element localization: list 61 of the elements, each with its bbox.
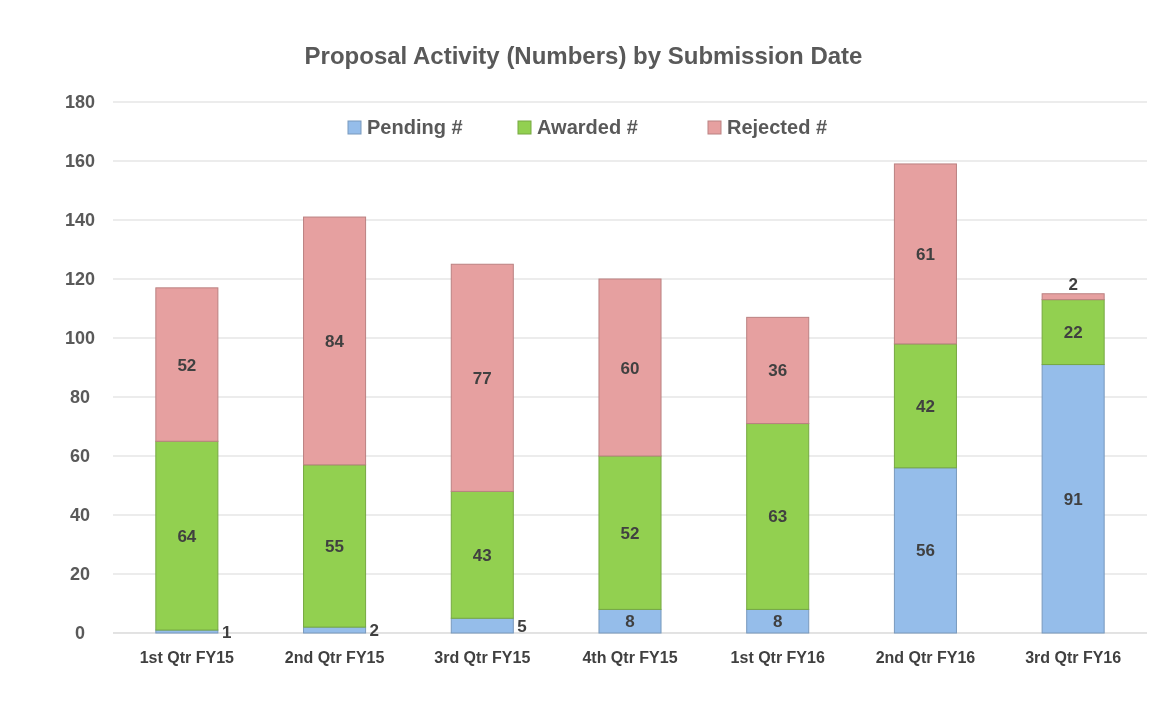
y-tick-label: 80 bbox=[69, 387, 91, 407]
y-tick-label: 140 bbox=[64, 210, 96, 230]
data-label: 2 bbox=[1068, 274, 1078, 294]
y-tick-label: 40 bbox=[69, 505, 91, 525]
x-tick-label: 3rd Qtr FY16 bbox=[1025, 649, 1122, 666]
bar bbox=[1041, 293, 1105, 301]
bar bbox=[893, 343, 957, 469]
data-label: 8 bbox=[625, 612, 635, 632]
bar bbox=[598, 455, 662, 610]
data-label: 2 bbox=[369, 621, 380, 641]
data-label: 63 bbox=[768, 507, 788, 527]
x-tick-label: 4th Qtr FY15 bbox=[582, 649, 678, 666]
bar bbox=[155, 287, 219, 442]
data-label: 22 bbox=[1063, 323, 1083, 343]
bar bbox=[746, 316, 810, 425]
x-tick-label: 1st Qtr FY15 bbox=[139, 649, 235, 666]
data-label: 77 bbox=[472, 368, 492, 388]
legend-label: Pending # bbox=[367, 116, 463, 138]
data-label: 84 bbox=[325, 331, 345, 351]
data-label: 1 bbox=[221, 622, 232, 642]
data-label: 56 bbox=[915, 541, 935, 561]
bar bbox=[746, 423, 810, 610]
bar bbox=[1041, 299, 1105, 366]
legend-label: Awarded # bbox=[537, 116, 638, 138]
bar bbox=[893, 163, 957, 345]
bar bbox=[450, 490, 514, 619]
y-tick-label: 160 bbox=[64, 151, 96, 171]
data-label: 52 bbox=[177, 355, 197, 375]
bar bbox=[303, 216, 367, 466]
bar bbox=[155, 440, 219, 631]
data-label: 60 bbox=[620, 358, 640, 378]
bar bbox=[450, 263, 514, 492]
chart-title: Proposal Activity (Numbers) by Submission Date bbox=[304, 42, 863, 69]
data-label: 64 bbox=[177, 526, 197, 546]
data-label: 52 bbox=[620, 523, 640, 543]
data-label: 36 bbox=[768, 361, 788, 381]
bar bbox=[746, 608, 810, 634]
legend-label: Rejected # bbox=[727, 116, 828, 138]
y-tick-label: 180 bbox=[64, 92, 96, 112]
bar bbox=[893, 467, 957, 634]
bar bbox=[303, 464, 367, 628]
data-label: 43 bbox=[472, 545, 492, 565]
x-tick-label: 1st Qtr FY16 bbox=[730, 649, 825, 666]
y-tick-label: 0 bbox=[74, 623, 86, 643]
x-tick-label: 2nd Qtr FY16 bbox=[875, 649, 976, 666]
data-label: 5 bbox=[517, 616, 527, 636]
bar bbox=[450, 617, 514, 634]
x-tick-label: 2nd Qtr FY15 bbox=[284, 649, 385, 666]
x-tick-label: 3rd Qtr FY15 bbox=[434, 649, 531, 666]
y-tick-label: 120 bbox=[64, 269, 96, 289]
data-label: 91 bbox=[1063, 489, 1083, 509]
bar bbox=[598, 608, 662, 634]
bar bbox=[598, 278, 662, 457]
bar bbox=[1041, 364, 1105, 634]
data-label: 42 bbox=[915, 396, 935, 416]
y-tick-label: 60 bbox=[69, 446, 91, 466]
data-label: 55 bbox=[325, 536, 345, 556]
data-label: 8 bbox=[772, 612, 783, 632]
y-tick-label: 20 bbox=[69, 564, 91, 584]
y-tick-label: 100 bbox=[64, 328, 96, 348]
data-label: 61 bbox=[915, 244, 935, 264]
